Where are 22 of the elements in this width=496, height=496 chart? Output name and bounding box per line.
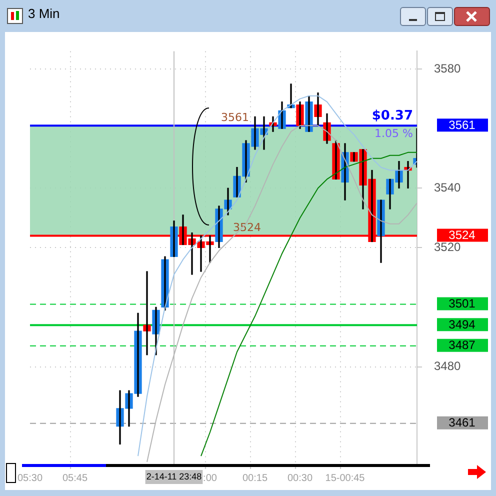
x-tick-label: :00: [203, 472, 218, 484]
ref-line-label: 3494: [448, 317, 476, 332]
text: 3561: [448, 118, 476, 132]
x-tick-label: 05:45: [62, 472, 88, 484]
y-tick-label: 3520: [434, 240, 462, 254]
ref-line-label: 3487: [448, 338, 476, 352]
x-tick-label: 05:30: [17, 472, 43, 484]
chart-title: 3 Min: [28, 6, 60, 21]
annotation: $0.37: [372, 108, 413, 124]
x-tick-label: 2-14-11 23:48: [146, 471, 202, 482]
ref-line-label: 3524: [233, 221, 261, 234]
y-tick-label: 3580: [434, 61, 462, 76]
y-tick-label: 3540: [434, 180, 462, 194]
x-tick-label: 15-00:45: [325, 472, 366, 484]
ref-line-label: 3461: [448, 416, 476, 430]
y-tick-label: 3480: [434, 359, 462, 374]
ref-line-label: 3561: [221, 110, 249, 124]
x-tick-label: 00:30: [287, 472, 313, 484]
x-tick-label: 00:15: [242, 472, 268, 484]
annotation: 1.05 %: [374, 126, 413, 140]
text: 3524: [448, 228, 476, 242]
ref-line-label: 3501: [448, 296, 476, 311]
